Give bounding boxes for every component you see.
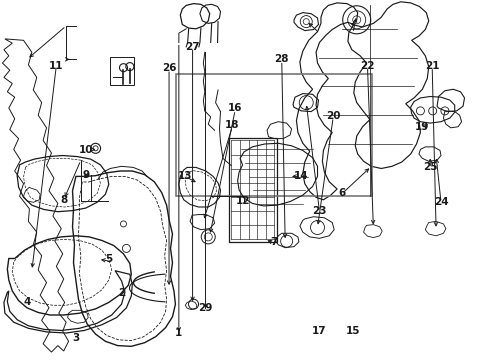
- Text: 23: 23: [312, 206, 327, 216]
- Text: 20: 20: [326, 111, 341, 121]
- Text: 26: 26: [162, 63, 176, 73]
- Text: 27: 27: [185, 42, 200, 52]
- Text: 11: 11: [49, 60, 64, 71]
- Text: 6: 6: [339, 188, 345, 198]
- Text: 10: 10: [78, 145, 93, 155]
- Text: 14: 14: [294, 171, 308, 181]
- Text: 1: 1: [175, 328, 182, 338]
- Text: 24: 24: [434, 197, 448, 207]
- Text: 15: 15: [345, 326, 360, 336]
- Text: 12: 12: [236, 196, 251, 206]
- Text: 18: 18: [225, 120, 240, 130]
- Text: 5: 5: [106, 254, 113, 264]
- Text: 19: 19: [415, 122, 430, 132]
- Text: 8: 8: [60, 195, 67, 205]
- Text: 9: 9: [82, 170, 89, 180]
- Text: 3: 3: [73, 333, 79, 343]
- Text: 28: 28: [274, 54, 289, 64]
- Bar: [110, 57, 133, 85]
- Text: 4: 4: [23, 297, 31, 307]
- Text: 17: 17: [312, 326, 327, 336]
- Text: 22: 22: [360, 60, 375, 71]
- Text: 7: 7: [270, 237, 278, 247]
- Text: 25: 25: [423, 162, 438, 172]
- Text: 29: 29: [197, 303, 212, 313]
- Text: 13: 13: [178, 171, 193, 181]
- Text: 21: 21: [425, 60, 440, 71]
- Text: 2: 2: [118, 288, 125, 298]
- Text: 16: 16: [228, 103, 243, 113]
- Bar: [176, 74, 372, 196]
